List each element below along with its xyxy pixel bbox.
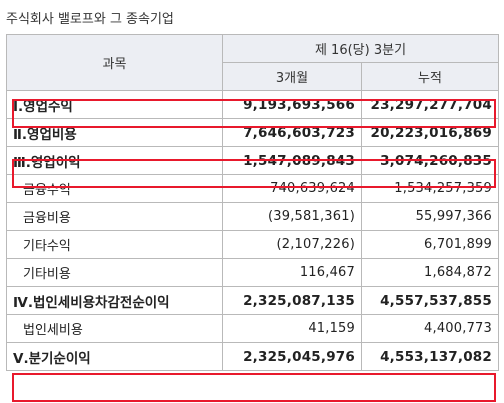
row-operating-expense: Ⅱ.영업비용 7,646,603,723 20,223,016,869 <box>6 118 499 147</box>
row-q-value: 7,646,603,723 <box>222 118 362 147</box>
row-operating-revenue: Ⅰ.영업수익 9,193,693,566 23,297,277,704 <box>6 90 499 119</box>
row-q-value: (2,107,226) <box>222 230 362 259</box>
row-cum-value: 4,553,137,082 <box>361 342 499 371</box>
row-label: Ⅲ.영업이익 <box>6 146 223 175</box>
row-q-value: (39,581,361) <box>222 202 362 231</box>
row-cum-value: 6,701,899 <box>361 230 499 259</box>
row-label: 금융수익 <box>6 174 223 203</box>
row-cum-value: 55,997,366 <box>361 202 499 231</box>
header-period: 제 16(당) 3분기 <box>222 34 499 63</box>
row-q-value: 740,639,624 <box>222 174 362 203</box>
highlight-box-net-income <box>12 373 496 402</box>
row-label: 기타수익 <box>6 230 223 259</box>
income-statement-table: 과목 제 16(당) 3분기 3개월 누적 Ⅰ.영업수익 9,193,693,5… <box>6 34 499 371</box>
row-cum-value: 20,223,016,869 <box>361 118 499 147</box>
header-row-top: 과목 제 16(당) 3분기 <box>6 34 499 91</box>
row-q-value: 116,467 <box>222 258 362 287</box>
header-row-sub: 3개월 누적 <box>7 62 499 91</box>
row-cum-value: 1,684,872 <box>361 258 499 287</box>
row-label: Ⅱ.영업비용 <box>6 118 223 147</box>
row-label: Ⅴ.분기순이익 <box>6 342 223 371</box>
row-other-income: 기타수익 (2,107,226) 6,701,899 <box>6 230 499 259</box>
header-three-month: 3개월 <box>222 62 362 91</box>
row-income-tax: 법인세비용 41,159 4,400,773 <box>6 314 499 343</box>
row-income-before-tax: Ⅳ.법인세비용차감전순이익 2,325,087,135 4,557,537,85… <box>6 286 499 315</box>
row-q-value: 9,193,693,566 <box>222 90 362 119</box>
row-label: 금융비용 <box>6 202 223 231</box>
row-label: Ⅳ.법인세비용차감전순이익 <box>6 286 223 315</box>
row-q-value: 41,159 <box>222 314 362 343</box>
header-cumulative: 누적 <box>361 62 499 91</box>
company-caption: 주식회사 밸로프와 그 종속기업 <box>6 12 174 27</box>
row-q-value: 2,325,087,135 <box>222 286 362 315</box>
row-finance-income: 금융수익 740,639,624 1,534,257,359 <box>6 174 499 203</box>
row-other-expense: 기타비용 116,467 1,684,872 <box>6 258 499 287</box>
row-operating-income: Ⅲ.영업이익 1,547,089,843 3,074,260,835 <box>6 146 499 175</box>
row-label: 법인세비용 <box>6 314 223 343</box>
row-q-value: 2,325,045,976 <box>222 342 362 371</box>
row-cum-value: 23,297,277,704 <box>361 90 499 119</box>
row-q-value: 1,547,089,843 <box>222 146 362 175</box>
row-cum-value: 1,534,257,359 <box>361 174 499 203</box>
row-finance-cost: 금융비용 (39,581,361) 55,997,366 <box>6 202 499 231</box>
row-cum-value: 4,557,537,855 <box>361 286 499 315</box>
row-cum-value: 3,074,260,835 <box>361 146 499 175</box>
row-label: 기타비용 <box>6 258 223 287</box>
header-item: 과목 <box>6 34 223 91</box>
row-net-income: Ⅴ.분기순이익 2,325,045,976 4,553,137,082 <box>6 342 499 371</box>
row-cum-value: 4,400,773 <box>361 314 499 343</box>
row-label: Ⅰ.영업수익 <box>6 90 223 119</box>
